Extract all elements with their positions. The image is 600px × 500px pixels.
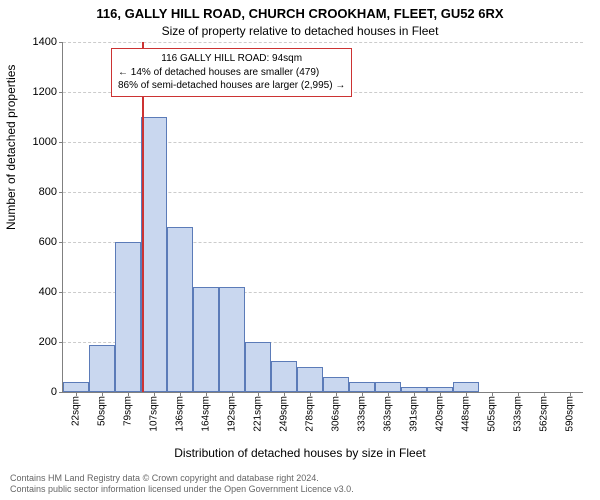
- x-tick-label: 79sqm: [123, 396, 134, 426]
- x-tick-label: 164sqm: [201, 396, 212, 432]
- y-tick-label: 800: [39, 186, 57, 198]
- histogram-bar: [297, 367, 322, 392]
- histogram-bar: [349, 382, 374, 392]
- x-tick-label: 50sqm: [97, 396, 108, 426]
- x-tick-label: 249sqm: [279, 396, 290, 432]
- y-axis-label: Number of detached properties: [4, 65, 18, 230]
- histogram-chart: 116, GALLY HILL ROAD, CHURCH CROOKHAM, F…: [0, 0, 600, 500]
- histogram-bar: [375, 382, 400, 392]
- y-tick-label: 200: [39, 336, 57, 348]
- y-tick-mark: [59, 142, 63, 143]
- histogram-bar: [89, 345, 114, 393]
- x-tick-label: 306sqm: [331, 396, 342, 432]
- x-tick-label: 221sqm: [253, 396, 264, 432]
- x-tick-label: 363sqm: [383, 396, 394, 432]
- footer-attribution: Contains HM Land Registry data © Crown c…: [10, 473, 354, 496]
- histogram-bar: [63, 382, 88, 392]
- y-tick-label: 600: [39, 236, 57, 248]
- footer-line2: Contains public sector information licen…: [10, 484, 354, 496]
- y-tick-mark: [59, 242, 63, 243]
- histogram-bar: [323, 377, 348, 392]
- y-tick-mark: [59, 192, 63, 193]
- histogram-bar: [193, 287, 218, 392]
- chart-title: 116, GALLY HILL ROAD, CHURCH CROOKHAM, F…: [0, 6, 600, 21]
- x-tick-label: 278sqm: [305, 396, 316, 432]
- histogram-bar: [141, 117, 166, 392]
- x-axis-label: Distribution of detached houses by size …: [0, 446, 600, 460]
- x-tick-label: 562sqm: [539, 396, 550, 432]
- y-tick-label: 1400: [33, 36, 57, 48]
- y-tick-label: 1200: [33, 86, 57, 98]
- histogram-bar: [115, 242, 140, 392]
- histogram-bar: [453, 382, 478, 392]
- histogram-bar: [219, 287, 244, 392]
- chart-subtitle: Size of property relative to detached ho…: [0, 24, 600, 38]
- x-tick-label: 22sqm: [71, 396, 82, 426]
- x-tick-label: 505sqm: [487, 396, 498, 432]
- x-tick-label: 420sqm: [435, 396, 446, 432]
- x-tick-label: 192sqm: [227, 396, 238, 432]
- annotation-line2: ← 14% of detached houses are smaller (47…: [118, 66, 345, 80]
- y-tick-mark: [59, 392, 63, 393]
- y-tick-label: 0: [51, 386, 57, 398]
- plot-area: 020040060080010001200140022sqm50sqm79sqm…: [62, 42, 583, 393]
- x-tick-label: 333sqm: [357, 396, 368, 432]
- y-tick-mark: [59, 92, 63, 93]
- annotation-line3: 86% of semi-detached houses are larger (…: [118, 79, 345, 93]
- x-tick-label: 448sqm: [461, 396, 472, 432]
- x-tick-label: 107sqm: [149, 396, 160, 432]
- histogram-bar: [167, 227, 192, 392]
- footer-line1: Contains HM Land Registry data © Crown c…: [10, 473, 354, 485]
- x-tick-label: 136sqm: [175, 396, 186, 432]
- x-tick-label: 391sqm: [409, 396, 420, 432]
- histogram-bar: [271, 361, 296, 392]
- histogram-bar: [245, 342, 270, 392]
- y-tick-label: 400: [39, 286, 57, 298]
- y-tick-label: 1000: [33, 136, 57, 148]
- x-tick-label: 533sqm: [513, 396, 524, 432]
- y-tick-mark: [59, 42, 63, 43]
- y-tick-mark: [59, 342, 63, 343]
- x-tick-label: 590sqm: [565, 396, 576, 432]
- annotation-box: 116 GALLY HILL ROAD: 94sqm ← 14% of deta…: [111, 48, 352, 97]
- annotation-line1: 116 GALLY HILL ROAD: 94sqm: [118, 52, 345, 66]
- y-tick-mark: [59, 292, 63, 293]
